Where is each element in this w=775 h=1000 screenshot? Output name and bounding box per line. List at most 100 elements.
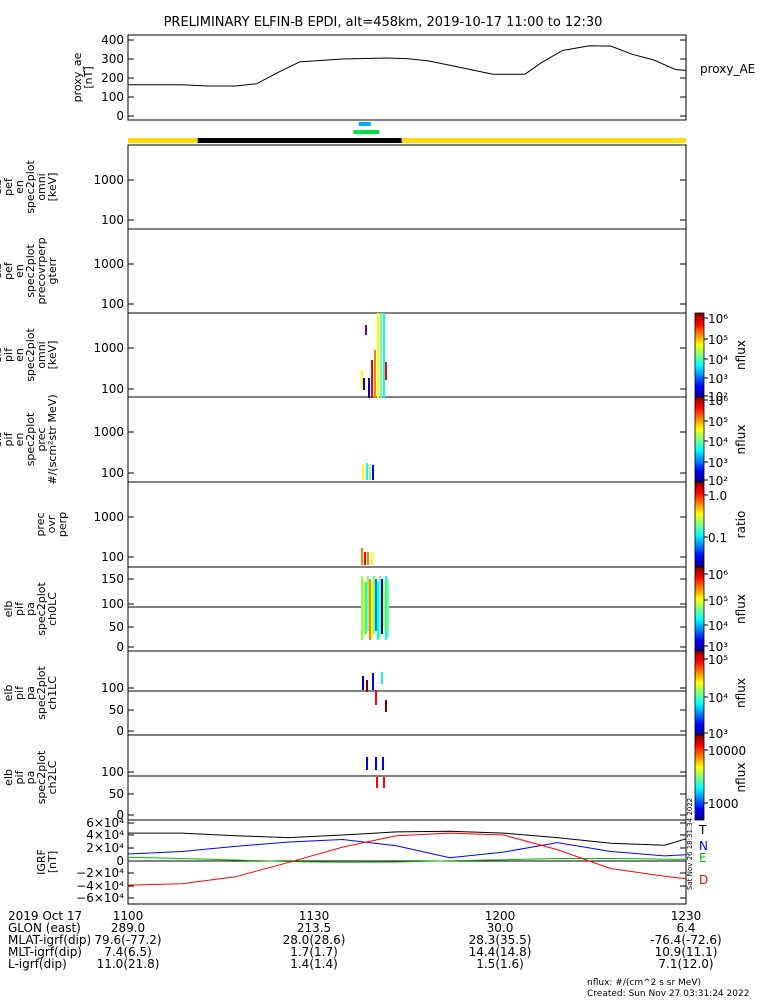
colorbar-unit: nflux	[734, 594, 748, 624]
pif-prec-streak	[369, 465, 371, 480]
table-cell: 10.9(11.1)	[655, 945, 718, 959]
ytick-label: 1000	[93, 341, 124, 355]
ylabel: en	[13, 433, 26, 447]
ytick-label: 100	[101, 681, 124, 695]
ylabel: elb	[0, 263, 4, 280]
ytick-label: 400	[101, 33, 124, 47]
panel-frame	[127, 228, 687, 314]
proxy-ae-legend: proxy_AE	[700, 62, 755, 76]
colorbar-unit: nflux	[734, 425, 748, 455]
ylabel: en	[13, 180, 26, 194]
ytick-label: 200	[101, 71, 124, 85]
igrf-line-N	[127, 838, 687, 859]
pif-prec-streak	[362, 465, 364, 480]
nflux-definition: nflux: #/(cm^2 s sr MeV)	[587, 978, 701, 988]
ytick-label: 100	[101, 597, 124, 611]
pa-ch1-streak	[362, 676, 364, 690]
colorbar-tick-label: 10⁵	[708, 653, 728, 667]
table-cell: 14.4(14.8)	[469, 945, 532, 959]
panel-frame	[127, 481, 687, 568]
colorbar-tick-label: 10⁶	[708, 568, 728, 582]
plot-title: PRELIMINARY ELFIN-B EPDI, alt=458km, 201…	[164, 15, 603, 30]
igrf-legend-T: T	[698, 823, 707, 837]
vertical-stamp: Sat Nov 26 18:31:34 2022	[686, 798, 694, 890]
ylabel: spec2plot	[35, 750, 48, 804]
panel-frame	[127, 312, 687, 398]
pif-prec-streak	[372, 465, 374, 480]
pif-omni-streak	[374, 350, 376, 398]
pa-ch0-streak	[367, 576, 369, 631]
pa-ch1-streak	[366, 680, 368, 692]
colorbar-1: 10⁶ 10⁵ 10⁴ 10³ 10² nflux	[694, 394, 748, 488]
ylabel: [keV]	[46, 173, 59, 202]
pa-ch0-streak	[371, 582, 373, 637]
ytick-label: 100	[101, 90, 124, 104]
colorbar-unit: ratio	[734, 511, 748, 539]
ytick-label: 100	[101, 382, 124, 396]
colorbar-tick-label: 10⁴	[708, 353, 728, 367]
ylabel: pa	[24, 771, 37, 785]
colorbar-tick-label: 10⁵	[708, 333, 728, 347]
ylabel: pif	[2, 431, 15, 446]
pa-ch2-streak	[375, 757, 377, 770]
ytick-label: 2×10⁴	[86, 841, 124, 855]
ylabel: ch2LC	[46, 760, 59, 794]
table-row-label: MLT-igrf(dip)	[8, 945, 82, 959]
panel-frame	[127, 734, 687, 821]
ylabel: elb	[2, 769, 15, 786]
colorbar-tick-label: 10⁶	[708, 394, 728, 408]
colorbar-gradient	[694, 566, 705, 652]
ylabel: [nT]	[46, 851, 59, 873]
ytick-label: 0	[116, 854, 124, 868]
pa-ch0-streak	[363, 579, 365, 637]
colorbar-3: 10⁶ 10⁵ 10⁴ 10³ nflux	[694, 566, 748, 654]
ylabel: elb	[0, 179, 4, 196]
pa-ch2-streak	[383, 777, 385, 788]
ylabel: ovr	[45, 515, 58, 533]
table-cell: 1.5(1.6)	[476, 957, 524, 971]
pif-omni-streak	[361, 370, 363, 390]
ytick-label: 100	[101, 466, 124, 480]
ratio-streak	[367, 552, 369, 565]
ratio-streak	[361, 548, 363, 565]
colorbar-unit: nflux	[734, 678, 748, 708]
pa-ch1-streak	[385, 700, 387, 712]
pif-omni-streak	[371, 360, 373, 398]
created-stamp: Created: Sun Nov 27 03:31:24 2022	[587, 989, 749, 999]
ratio-streak	[364, 552, 366, 565]
table-cell: 1100	[113, 909, 144, 923]
panel-frame	[127, 819, 687, 905]
colorbar-tick-label: 10³	[708, 372, 728, 386]
table-cell: 11.0(21.8)	[97, 957, 160, 971]
ylabel: IGRF	[35, 849, 48, 875]
colorbar-unit: nflux	[734, 763, 748, 793]
ytick-label: 100	[101, 765, 124, 779]
ylabel: en	[13, 348, 26, 362]
colorbar-unit: nflux	[734, 340, 748, 370]
ylabel: spec2plot	[24, 160, 37, 214]
panel-frame	[127, 566, 687, 652]
ratio-streak	[371, 552, 373, 565]
igrf-legend-D: D	[699, 873, 708, 887]
pa-ch0-streak	[377, 582, 379, 640]
colorbar-tick-label: 1.0	[708, 489, 727, 503]
ylabel: elb	[0, 347, 4, 364]
colorbar-tick-label: 10⁵	[708, 415, 728, 429]
ylabel: spec2plot	[24, 412, 37, 466]
panel-frame	[127, 34, 687, 121]
pif-omni-streak	[363, 378, 365, 390]
colorbar-gradient	[694, 650, 705, 736]
fast-mode-bar	[358, 122, 371, 126]
ytick-label: 150	[101, 572, 124, 586]
ylabel: omni	[35, 173, 48, 200]
panel-frame	[127, 650, 687, 736]
pa-ch0-streak	[381, 579, 383, 634]
table-cell: 28.3(35.5)	[469, 933, 532, 947]
pa-ch0-streak	[385, 576, 387, 640]
